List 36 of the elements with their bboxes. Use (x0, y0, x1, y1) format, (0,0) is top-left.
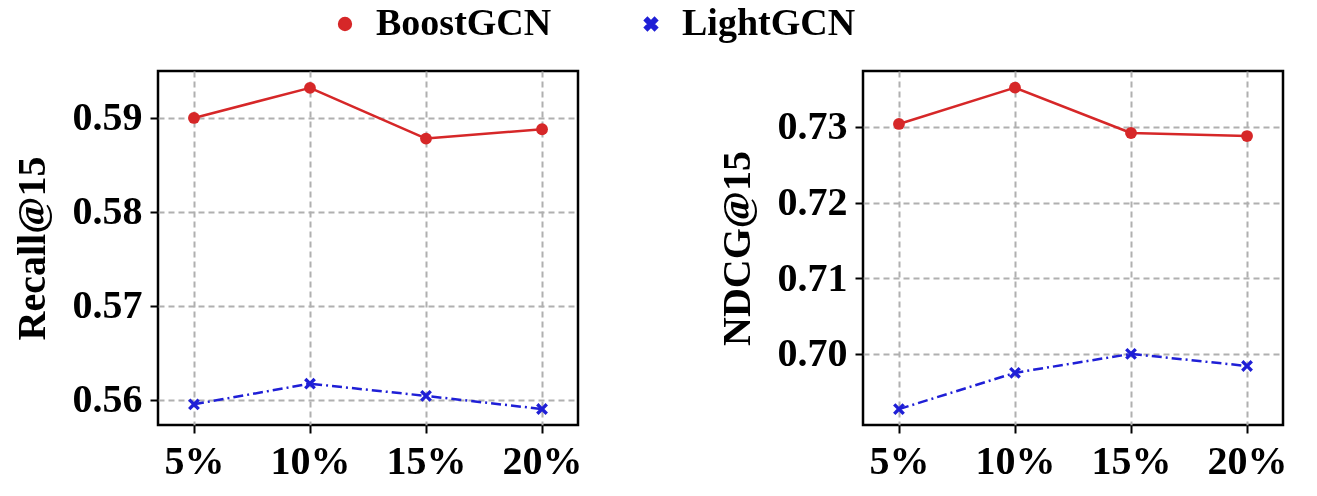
x-tick-label: 5% (164, 437, 225, 483)
y-tick-label: 0.73 (777, 103, 848, 149)
point (420, 132, 432, 145)
point (536, 403, 548, 415)
x-tick-label: 20% (502, 437, 583, 483)
point (1241, 130, 1253, 142)
y-tick-label: 0.58 (72, 188, 143, 234)
point (1009, 366, 1021, 379)
legend-label: BoostGCN (376, 1, 552, 43)
point (420, 389, 432, 402)
legend-label: LightGCN (682, 1, 856, 43)
y-tick-label: 0.59 (72, 94, 143, 140)
x-tick-label: 5% (869, 437, 930, 483)
point (188, 398, 200, 411)
y-axis-title: Recall@15 (8, 156, 54, 341)
x-tick-label: 15% (1091, 437, 1172, 483)
y-tick-label: 0.71 (777, 254, 848, 300)
point (1125, 347, 1137, 360)
point (304, 377, 316, 390)
y-tick-label: 0.57 (72, 282, 143, 328)
x-tick-label: 10% (975, 437, 1056, 483)
x-tick-label: 20% (1207, 437, 1288, 483)
x-tick-label: 10% (270, 437, 351, 483)
point (893, 118, 905, 130)
y-tick-label: 0.70 (777, 330, 848, 376)
point (1125, 127, 1137, 139)
x-tick-label: 15% (386, 437, 467, 483)
y-tick-label: 0.72 (777, 179, 848, 225)
point (536, 123, 548, 136)
point (188, 112, 200, 124)
point (893, 403, 905, 416)
point (1241, 360, 1253, 372)
point (304, 82, 316, 94)
point (1009, 81, 1021, 94)
y-axis-title: NDCG@15 (713, 151, 759, 346)
y-tick-label: 0.56 (72, 376, 143, 422)
